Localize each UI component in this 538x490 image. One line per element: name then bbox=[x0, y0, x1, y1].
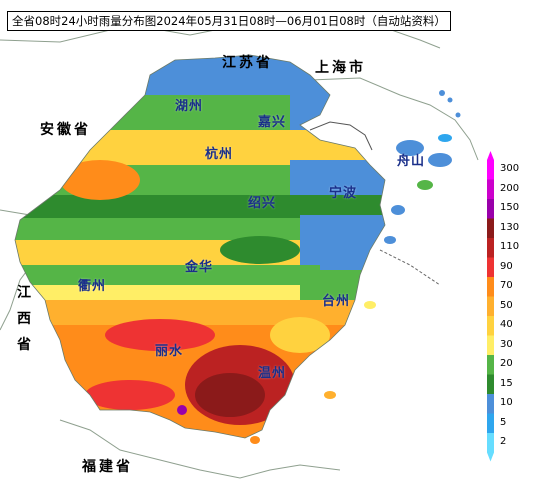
city-label-huzhou: 湖州 bbox=[175, 99, 204, 114]
legend-level-label: 300 bbox=[500, 163, 520, 174]
bay-outline bbox=[309, 121, 373, 151]
city-label-taizhou: 台州 bbox=[322, 294, 351, 309]
legend-swatch bbox=[487, 433, 494, 453]
legend-swatch bbox=[487, 355, 494, 375]
legend-level-label: 150 bbox=[500, 202, 520, 213]
legend-level-label: 70 bbox=[500, 280, 513, 291]
legend-level-label: 5 bbox=[500, 416, 507, 428]
legend-swatch bbox=[487, 296, 494, 316]
legend-level-label: 50 bbox=[500, 299, 513, 311]
legend-cap-top bbox=[487, 151, 494, 160]
legend-level-label: 20 bbox=[500, 358, 513, 369]
province-label-fujian: 福建省 bbox=[82, 459, 133, 475]
legend-swatch bbox=[487, 160, 494, 180]
city-label-shaoxing: 绍兴 bbox=[248, 196, 277, 211]
city-label-jinhua: 金华 bbox=[185, 260, 214, 275]
city-label-zhoushan: 舟山 bbox=[397, 154, 426, 169]
map-title: 全省08时24小时雨量分布图2024年05月31日08时—06月01日08时（自… bbox=[7, 11, 451, 31]
city-label-wenzhou: 温州 bbox=[258, 366, 287, 381]
legend-swatch bbox=[487, 179, 494, 199]
legend-color-bar bbox=[487, 151, 494, 462]
city-label-jiaxing: 嘉兴 bbox=[258, 115, 287, 130]
legend-swatch bbox=[487, 413, 494, 433]
legend-swatch bbox=[487, 238, 494, 258]
province-label-jiangxi: 江西省 bbox=[17, 285, 31, 353]
legend-swatch bbox=[487, 277, 494, 297]
legend-swatch bbox=[487, 316, 494, 336]
city-label-ningbo: 宁波 bbox=[329, 186, 358, 201]
city-label-hangzhou: 杭州 bbox=[205, 147, 234, 162]
legend-cap-bottom bbox=[487, 452, 494, 462]
legend-swatch bbox=[487, 257, 494, 277]
legend-level-label: 130 bbox=[500, 221, 520, 233]
sea-boundary bbox=[379, 249, 441, 286]
coastline-east bbox=[309, 77, 479, 161]
legend-level-label: 90 bbox=[500, 260, 513, 272]
province-label-jiangsu: 江苏省 bbox=[222, 55, 273, 71]
legend-level-label: 2 bbox=[500, 436, 507, 447]
neighbor-boundary-south bbox=[59, 419, 341, 479]
city-label-lishui: 丽水 bbox=[155, 344, 184, 359]
province-label-shanghai: 上海市 bbox=[315, 60, 366, 76]
legend-level-label: 30 bbox=[500, 338, 513, 350]
legend-swatch bbox=[487, 374, 494, 394]
legend-swatch bbox=[487, 199, 494, 219]
legend-level-label: 200 bbox=[500, 182, 520, 194]
legend-level-label: 110 bbox=[500, 241, 520, 252]
province-label-anhui: 安徽省 bbox=[40, 122, 91, 138]
islands bbox=[250, 90, 461, 444]
legend-level-label: 10 bbox=[500, 397, 513, 408]
legend-level-label: 40 bbox=[500, 319, 513, 330]
legend-swatch bbox=[487, 394, 494, 414]
legend-swatch bbox=[487, 218, 494, 238]
legend-swatch bbox=[487, 335, 494, 355]
city-label-quzhou: 衢州 bbox=[78, 279, 107, 294]
legend-level-label: 15 bbox=[500, 377, 513, 389]
